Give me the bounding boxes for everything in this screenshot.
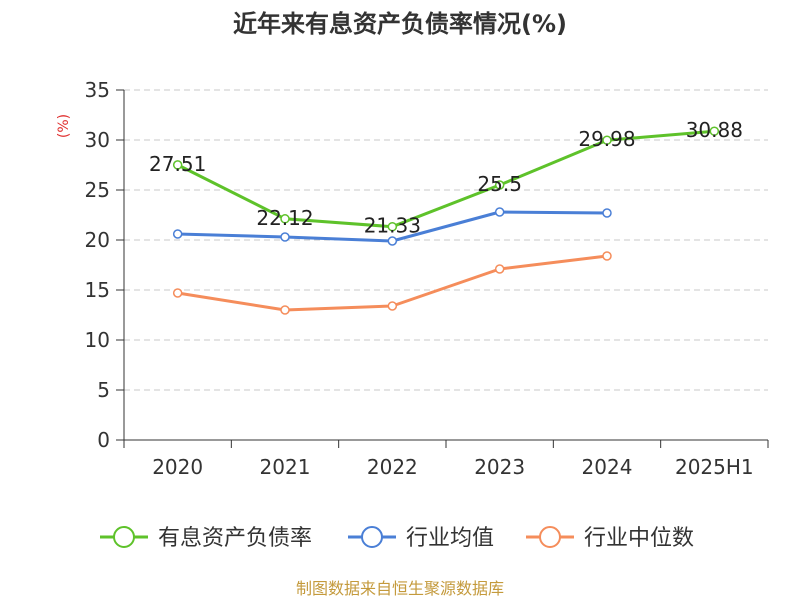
data-point — [387, 221, 398, 232]
series-1 — [172, 207, 612, 246]
y-axis-label: (%) — [56, 114, 72, 138]
data-label: 25.5 — [477, 172, 522, 196]
data-point — [494, 264, 505, 274]
y-tick-label: 5 — [97, 378, 110, 402]
data-point — [602, 135, 612, 145]
legend-item-1: 行业均值 — [348, 526, 494, 551]
x-tick-label: 2021 — [260, 455, 311, 479]
legend-item-0: 有息资产负债率 — [100, 526, 312, 551]
data-point — [172, 160, 183, 170]
y-tick-label: 25 — [85, 178, 110, 202]
tick-labels: 0 5 10 15 20 25 30 35 2020 2021 2022 2023 2024 2025H1 — [85, 78, 754, 479]
data-point — [387, 236, 398, 246]
y-tick-label: 15 — [85, 278, 110, 302]
legend-marker — [113, 526, 135, 548]
data-point — [602, 251, 612, 261]
y-tick-label: 20 — [85, 228, 110, 252]
y-tick-label: 10 — [85, 328, 110, 352]
x-tick-label: 2023 — [474, 455, 525, 479]
series-group: 27.51 22.12 21.33 25.5 29.98 30.88 — [149, 118, 743, 315]
grid-lines — [124, 89, 768, 391]
y-tick-label: 35 — [85, 78, 110, 102]
series-2 — [172, 251, 612, 315]
x-tick-label: 2024 — [582, 455, 633, 479]
legend-marker — [361, 526, 383, 548]
legend-label: 行业中位数 — [584, 526, 694, 551]
data-label: 21.33 — [364, 214, 421, 238]
axes — [116, 89, 769, 448]
x-tick-label: 2022 — [367, 455, 418, 479]
data-label: 27.51 — [149, 152, 206, 176]
data-point — [280, 305, 290, 315]
x-tick-label: 2020 — [152, 455, 203, 479]
legend-item-2: 行业中位数 — [526, 526, 694, 551]
chart-title: 近年来有息资产负债率情况(%) — [233, 10, 567, 38]
data-point — [494, 207, 505, 217]
data-point — [172, 288, 183, 298]
data-point — [387, 301, 398, 311]
series-line — [176, 129, 715, 229]
legend: 有息资产负债率 行业均值 行业中位数 — [100, 526, 694, 551]
data-point — [494, 180, 505, 190]
legend-label: 行业均值 — [406, 526, 494, 551]
y-tick-label: 30 — [85, 128, 110, 152]
x-tick-label: 2025H1 — [675, 455, 754, 479]
source-note: 制图数据来自恒生聚源数据库 — [296, 579, 504, 598]
data-label: 22.12 — [256, 206, 313, 230]
data-label: 30.88 — [686, 118, 743, 142]
legend-label: 有息资产负债率 — [158, 526, 312, 551]
y-tick-label: 0 — [97, 428, 110, 452]
data-point — [280, 214, 290, 224]
data-point — [602, 208, 612, 218]
data-point — [172, 229, 183, 239]
data-label: 29.98 — [578, 127, 635, 151]
series-0: 27.51 22.12 21.33 25.5 29.98 30.88 — [149, 118, 743, 238]
legend-marker — [539, 526, 561, 548]
data-point — [709, 126, 720, 136]
data-point — [280, 232, 290, 242]
